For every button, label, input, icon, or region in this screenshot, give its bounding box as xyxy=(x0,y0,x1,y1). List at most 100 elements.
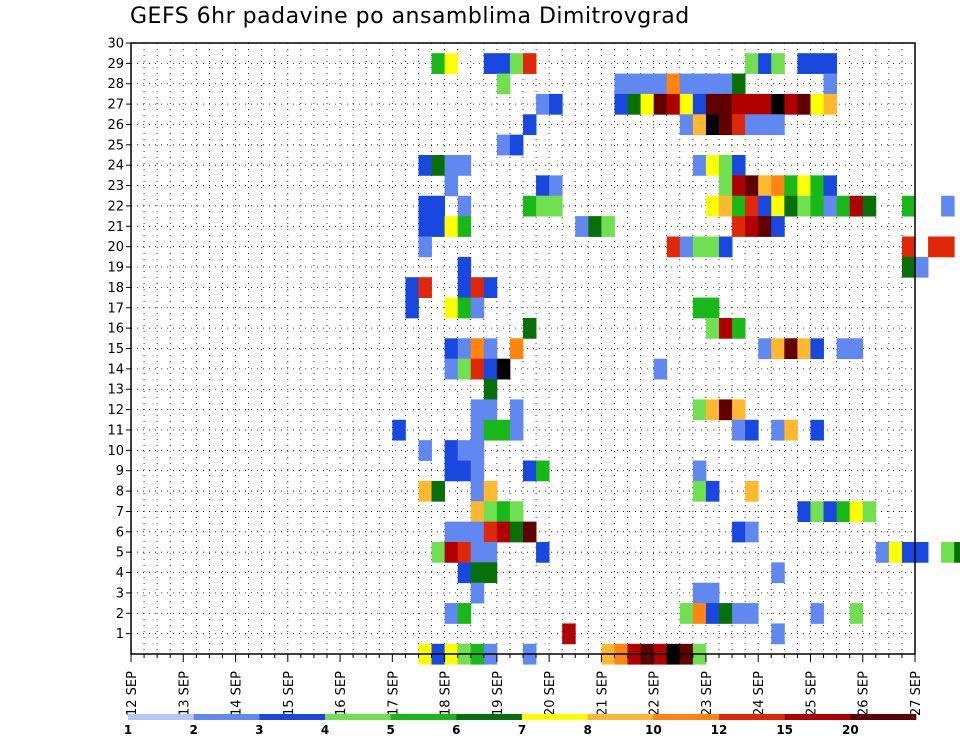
heatmap-cell xyxy=(496,73,511,95)
heatmap-cell xyxy=(470,582,485,604)
heatmap-cell xyxy=(745,216,759,237)
heatmap-cell xyxy=(470,480,485,502)
heatmap-cell xyxy=(797,501,811,523)
heatmap-cell xyxy=(705,195,720,217)
heatmap-cell xyxy=(705,73,720,95)
heatmap-cell xyxy=(666,73,681,95)
heatmap-cell xyxy=(692,93,707,115)
heatmap-cell xyxy=(823,195,837,217)
y-tick-label: 25 xyxy=(107,138,124,153)
heatmap-cell xyxy=(653,93,668,115)
heatmap-cell xyxy=(849,338,864,360)
heatmap-cell xyxy=(941,236,955,258)
y-tick-label: 10 xyxy=(107,444,124,459)
heatmap-cell xyxy=(692,155,707,176)
heatmap-cell xyxy=(444,603,459,624)
heatmap-cell xyxy=(470,562,485,584)
y-tick-label: 15 xyxy=(107,342,124,357)
heatmap-cell xyxy=(705,93,720,115)
heatmap-cell xyxy=(418,216,432,237)
heatmap-cell xyxy=(431,216,445,237)
heatmap-cell xyxy=(901,256,916,278)
y-tick-label: 22 xyxy=(107,199,124,214)
y-tick-label: 13 xyxy=(107,383,124,398)
y-tick-label: 3 xyxy=(116,586,124,601)
heatmap-cell xyxy=(810,175,824,197)
y-tick-label: 19 xyxy=(107,261,124,276)
heatmap-cell xyxy=(758,216,772,237)
y-tick-label: 23 xyxy=(107,179,124,194)
heatmap-cell xyxy=(444,338,459,360)
heatmap-cell xyxy=(483,53,498,74)
heatmap-cell xyxy=(758,195,772,217)
y-tick-label: 18 xyxy=(107,281,124,296)
heatmap-cell xyxy=(732,155,746,176)
colorbar-swatch xyxy=(390,714,457,720)
heatmap-cell xyxy=(901,195,916,217)
heatmap-cell xyxy=(705,155,720,176)
heatmap-cell xyxy=(418,155,432,176)
heatmap-cell xyxy=(692,114,707,136)
heatmap-cell xyxy=(784,93,798,115)
y-tick-label: 30 xyxy=(107,37,124,52)
heatmap-cell xyxy=(431,155,445,176)
heatmap-cell xyxy=(797,175,811,197)
heatmap-cell xyxy=(941,541,955,563)
heatmap-cell xyxy=(457,155,472,176)
heatmap-cell xyxy=(536,541,550,563)
y-tick-label: 16 xyxy=(107,322,124,337)
heatmap-cell xyxy=(405,297,419,319)
heatmap-cell xyxy=(653,73,668,95)
heatmap-cell xyxy=(771,338,785,360)
heatmap-cell xyxy=(771,562,785,584)
x-axis: 12 SEP 13 SEP 14 SEP 15 SEP 16 SEP 17 SEP 18 S… xyxy=(125,654,924,716)
heatmap-cell xyxy=(444,53,459,74)
heatmap-cell xyxy=(732,73,746,95)
heatmap-cell xyxy=(875,541,890,563)
heatmap-cell xyxy=(810,195,824,217)
heatmap-cell xyxy=(719,195,733,217)
heatmap-cell xyxy=(470,440,485,461)
y-axis: 1234567891011121314151617181920212223242… xyxy=(107,37,131,642)
chart-title: GEFS 6hr padavine po ansamblima Dimitrov… xyxy=(130,4,690,29)
heatmap-cell xyxy=(509,399,524,421)
heatmap-cell xyxy=(928,236,942,258)
heatmap-cell xyxy=(457,460,472,482)
heatmap-cell xyxy=(862,501,877,523)
heatmap-cell xyxy=(470,338,485,360)
heatmap-cell xyxy=(523,195,537,217)
heatmap-cell xyxy=(823,93,837,115)
heatmap-cell xyxy=(758,53,772,74)
heatmap-cell xyxy=(444,216,459,237)
heatmap-cell xyxy=(549,175,563,197)
heatmap-cell xyxy=(509,501,524,523)
heatmap-cell xyxy=(679,603,694,624)
heatmap-cell xyxy=(666,93,681,115)
heatmap-cell xyxy=(810,338,824,360)
heatmap-cell xyxy=(679,236,694,258)
heatmap-cell xyxy=(679,114,694,136)
heatmap-cell xyxy=(719,317,733,339)
heatmap-cell xyxy=(549,195,563,217)
colorbar-swatch xyxy=(456,714,523,720)
heatmap-cell xyxy=(719,175,733,197)
heatmap-cell xyxy=(653,358,668,380)
heatmap-cell xyxy=(457,521,472,543)
y-tick-label: 27 xyxy=(107,98,124,113)
heatmap-cell xyxy=(784,175,798,197)
heatmap-cell xyxy=(496,358,511,380)
heatmap-cell xyxy=(457,195,472,217)
heatmap-cells xyxy=(392,53,960,665)
heatmap-cell xyxy=(470,358,485,380)
heatmap-cell xyxy=(496,134,511,156)
heatmap-cell xyxy=(549,93,563,115)
heatmap-cell xyxy=(392,419,406,441)
heatmap-cell xyxy=(758,338,772,360)
heatmap-cell xyxy=(705,399,720,421)
x-tick-label: 27 SEP xyxy=(909,671,924,716)
heatmap-cell xyxy=(457,256,472,278)
heatmap-cell xyxy=(732,399,746,421)
y-tick-label: 28 xyxy=(107,77,124,92)
heatmap-cell xyxy=(784,195,798,217)
heatmap-cell xyxy=(444,297,459,319)
